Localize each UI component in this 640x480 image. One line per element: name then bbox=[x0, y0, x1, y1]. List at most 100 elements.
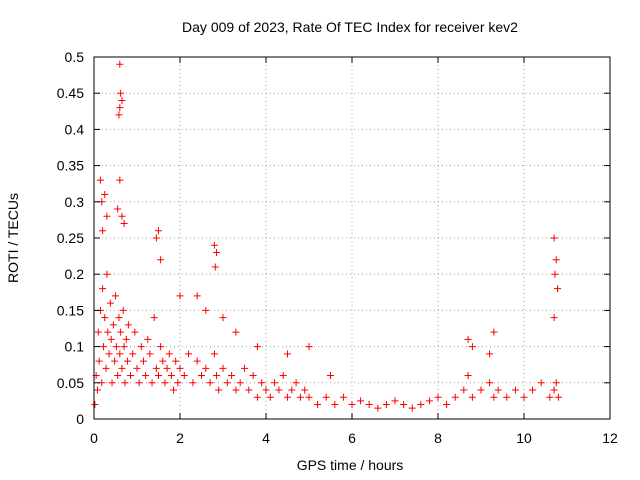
data-point bbox=[150, 314, 158, 322]
data-point bbox=[116, 60, 124, 68]
data-point bbox=[120, 220, 128, 228]
data-point bbox=[348, 401, 356, 409]
data-point bbox=[115, 111, 123, 119]
data-point bbox=[327, 372, 334, 380]
y-tick-label: 0 bbox=[76, 411, 84, 427]
data-point bbox=[443, 401, 451, 409]
data-point bbox=[511, 386, 519, 394]
data-point bbox=[101, 314, 109, 322]
axis-ticks: 0 2 4 6 8 10 12 0 0.05 0.1 0.15 0.2 0.25 0.3 0.35 0.4 0.… bbox=[57, 49, 618, 446]
data-point bbox=[139, 357, 147, 365]
data-point bbox=[161, 379, 169, 387]
data-point bbox=[279, 372, 287, 380]
data-point bbox=[211, 263, 219, 271]
data-point bbox=[176, 364, 184, 372]
data-points bbox=[91, 60, 562, 412]
data-point bbox=[91, 401, 99, 409]
x-tick-label: 0 bbox=[90, 430, 98, 446]
data-point bbox=[163, 364, 171, 372]
data-point bbox=[206, 379, 214, 387]
data-point bbox=[146, 350, 154, 358]
data-point bbox=[213, 372, 221, 380]
y-tick-label: 0.4 bbox=[65, 121, 85, 137]
data-point bbox=[99, 343, 107, 351]
data-point bbox=[155, 227, 162, 235]
data-point bbox=[551, 270, 559, 278]
data-point bbox=[546, 393, 554, 401]
data-point bbox=[296, 393, 304, 401]
data-point bbox=[133, 364, 141, 372]
data-point bbox=[425, 397, 433, 405]
data-point bbox=[111, 357, 119, 365]
data-point bbox=[144, 335, 152, 343]
x-tick-label: 10 bbox=[516, 430, 532, 446]
data-point bbox=[228, 372, 236, 380]
data-point bbox=[417, 401, 425, 409]
data-point bbox=[434, 393, 442, 401]
data-point bbox=[114, 372, 122, 380]
y-tick-label: 0.25 bbox=[57, 230, 84, 246]
data-point bbox=[223, 379, 231, 387]
data-point bbox=[129, 350, 137, 358]
data-point bbox=[131, 328, 139, 336]
data-point bbox=[115, 314, 123, 322]
data-point bbox=[357, 397, 365, 405]
data-point bbox=[552, 379, 560, 387]
data-point bbox=[93, 386, 101, 394]
data-point bbox=[174, 379, 182, 387]
data-point bbox=[400, 401, 408, 409]
data-point bbox=[258, 379, 266, 387]
data-point bbox=[284, 350, 291, 358]
data-point bbox=[118, 364, 126, 372]
data-point bbox=[477, 386, 485, 394]
data-point bbox=[494, 386, 502, 394]
data-point bbox=[202, 364, 210, 372]
data-point bbox=[112, 292, 119, 300]
data-point bbox=[152, 234, 160, 242]
y-tick-label: 0.05 bbox=[57, 375, 84, 391]
grid bbox=[94, 57, 610, 419]
data-point bbox=[185, 350, 193, 358]
data-point bbox=[148, 379, 156, 387]
data-point bbox=[529, 386, 537, 394]
data-point bbox=[232, 328, 240, 336]
data-point bbox=[119, 306, 127, 314]
data-point bbox=[552, 256, 560, 264]
y-tick-label: 0.45 bbox=[57, 85, 84, 101]
data-point bbox=[210, 241, 218, 249]
data-point bbox=[249, 372, 257, 380]
y-tick-label: 0.1 bbox=[65, 339, 85, 355]
y-axis-label: ROTI / TECUs bbox=[5, 193, 21, 283]
data-point bbox=[124, 357, 132, 365]
data-point bbox=[157, 343, 165, 351]
data-point bbox=[94, 328, 102, 336]
data-point bbox=[105, 350, 113, 358]
data-point bbox=[314, 401, 322, 409]
data-point bbox=[108, 379, 116, 387]
data-point bbox=[537, 379, 545, 387]
data-point bbox=[103, 212, 111, 220]
data-point bbox=[288, 386, 296, 394]
data-point bbox=[122, 335, 130, 343]
data-point bbox=[262, 386, 270, 394]
data-point bbox=[96, 176, 104, 184]
data-point bbox=[101, 191, 109, 199]
data-point bbox=[271, 379, 279, 387]
data-point bbox=[266, 393, 274, 401]
data-point bbox=[106, 299, 114, 307]
data-point bbox=[382, 401, 390, 409]
data-point bbox=[219, 314, 227, 322]
data-point bbox=[120, 343, 128, 351]
data-point bbox=[117, 89, 125, 97]
data-point bbox=[155, 372, 162, 380]
data-point bbox=[550, 386, 558, 394]
data-point bbox=[109, 321, 117, 329]
data-point bbox=[236, 379, 244, 387]
data-point bbox=[142, 372, 150, 380]
data-point bbox=[102, 364, 110, 372]
data-point bbox=[305, 343, 313, 351]
data-point bbox=[104, 328, 112, 336]
data-point bbox=[159, 357, 167, 365]
